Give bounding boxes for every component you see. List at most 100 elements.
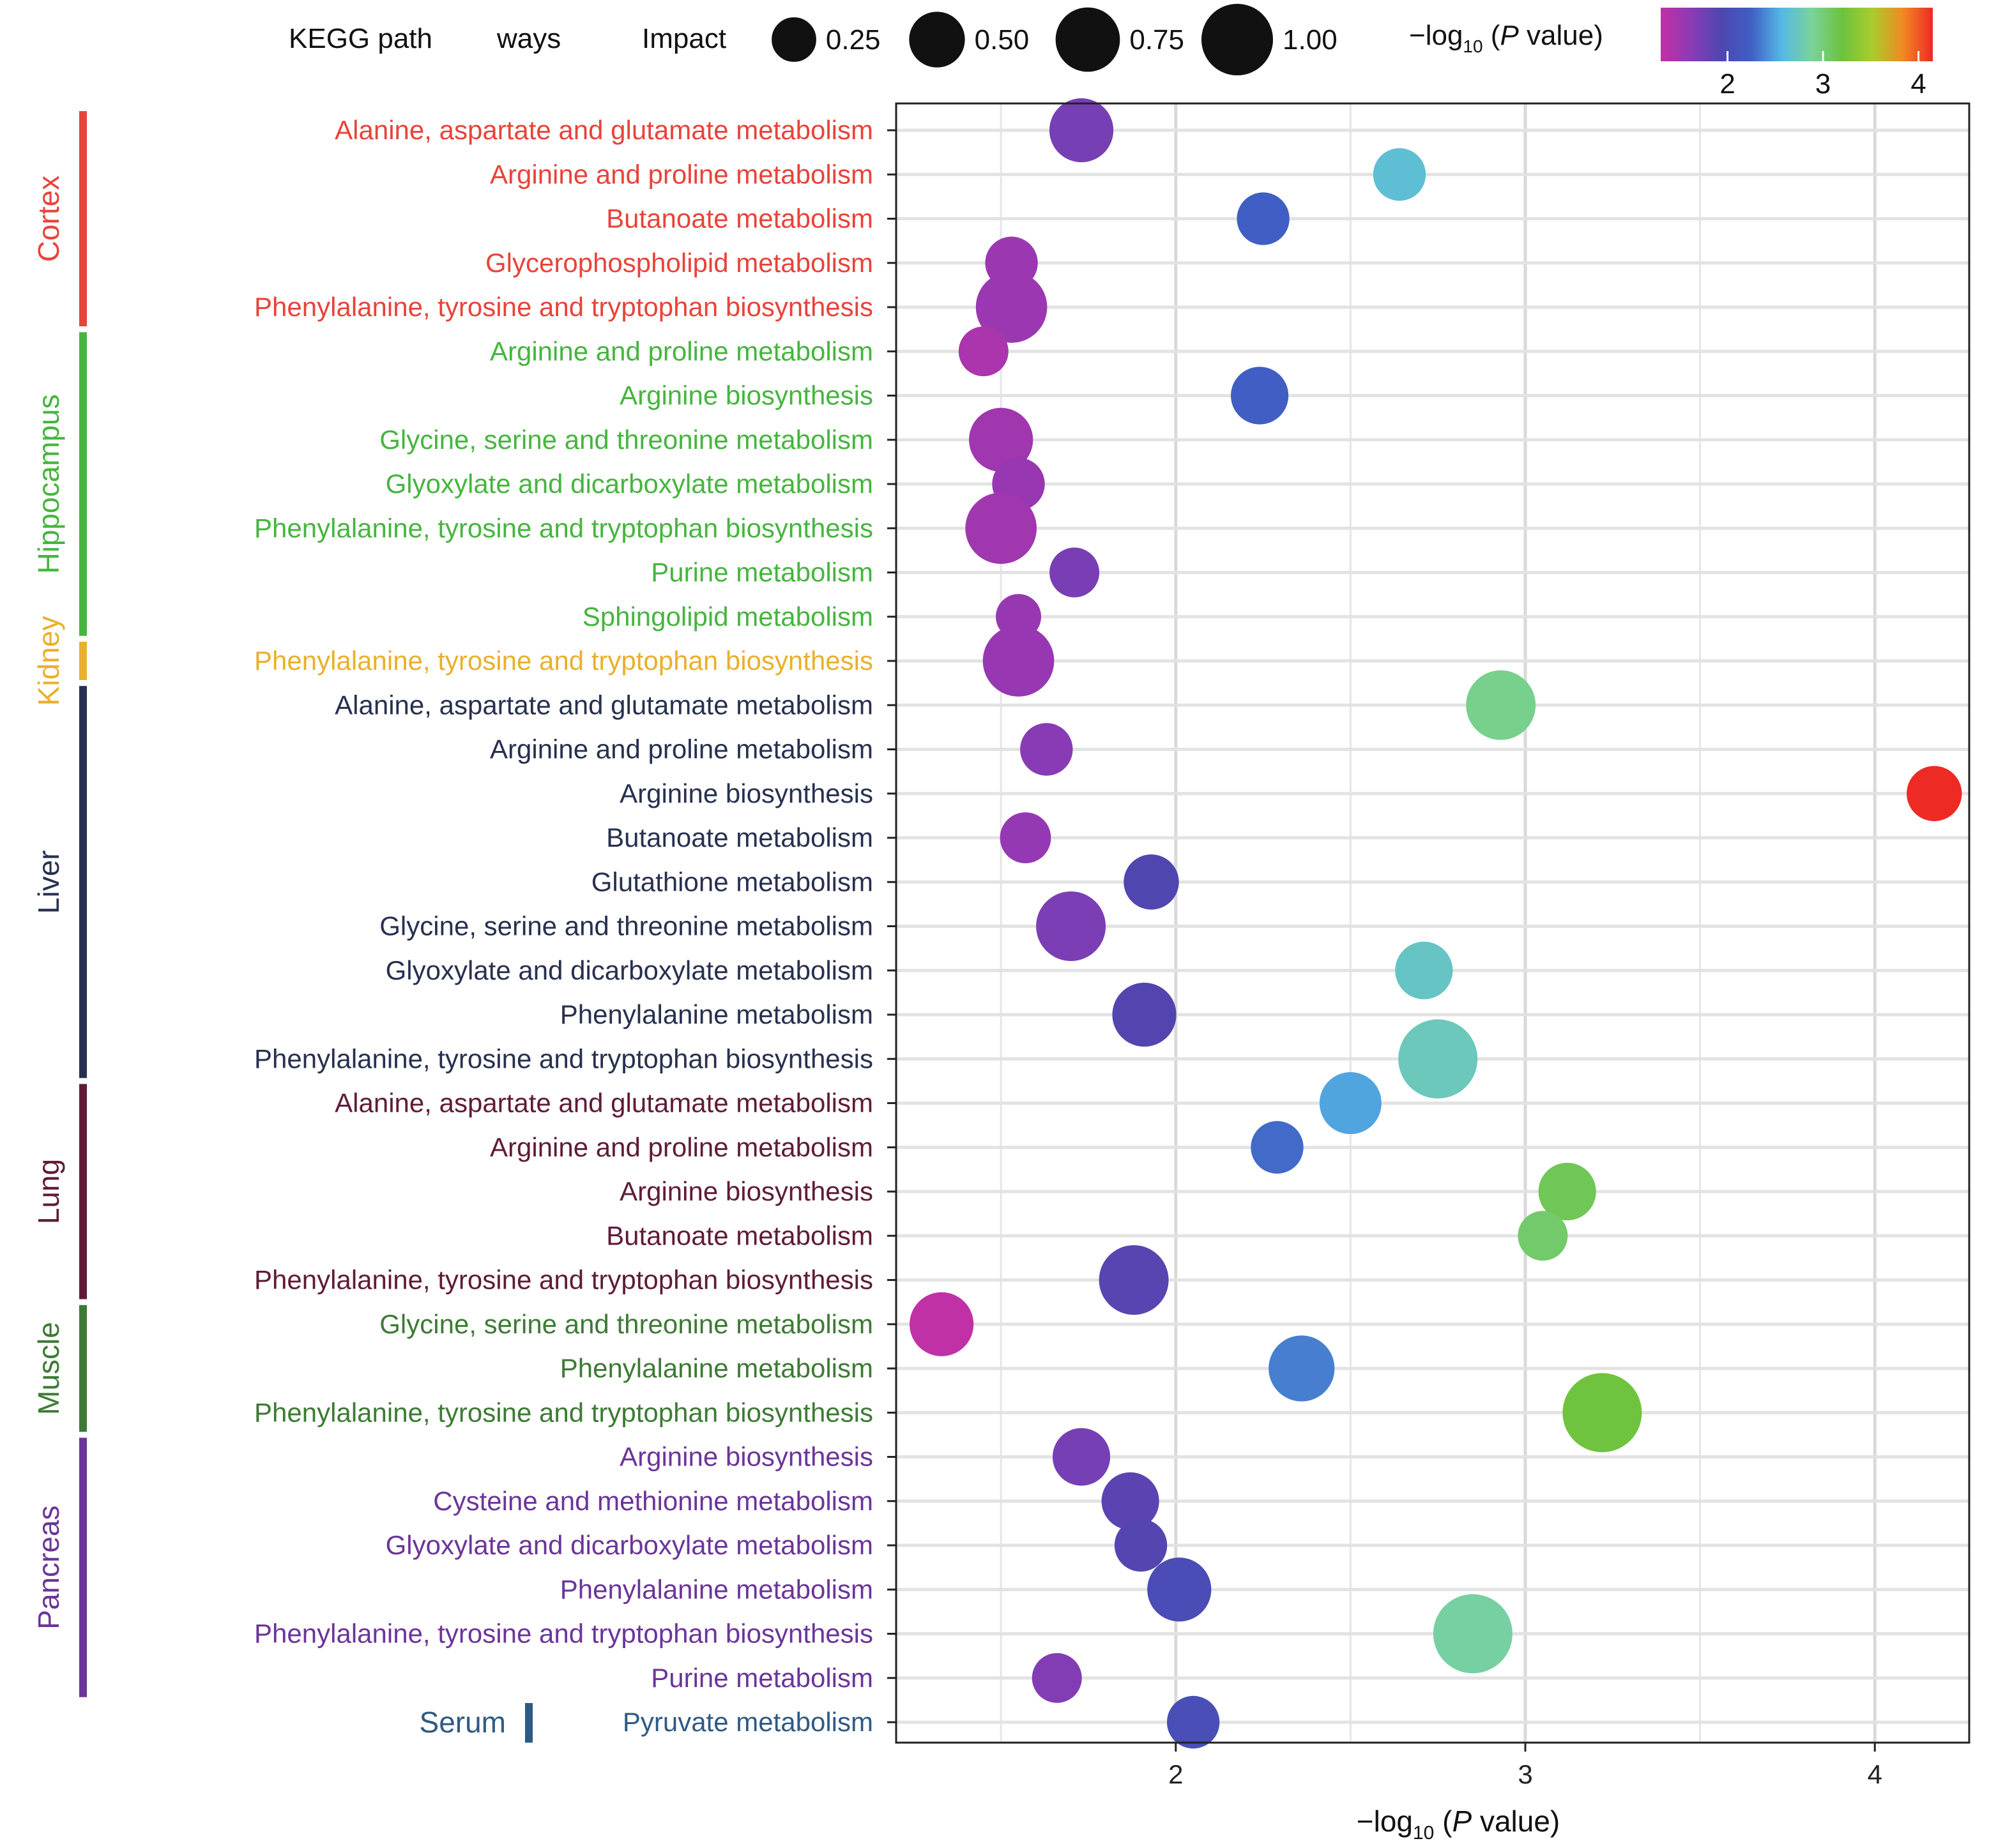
pathway-label: Phenylalanine metabolism xyxy=(560,999,873,1029)
pathway-label: Alanine, aspartate and glutamate metabol… xyxy=(335,115,873,145)
data-point xyxy=(1049,98,1114,163)
color-scale-tick-label: 2 xyxy=(1719,68,1735,100)
pathway-label: Sphingolipid metabolism xyxy=(583,602,873,632)
pathway-label: Arginine and proline metabolism xyxy=(490,1132,873,1162)
pathway-label: Pyruvate metabolism xyxy=(623,1707,873,1737)
data-point xyxy=(965,492,1037,564)
pathway-label: Phenylalanine, tyrosine and tryptophan b… xyxy=(254,292,873,322)
x-axis-title: −log10 (P value) xyxy=(1357,1805,1560,1844)
data-point xyxy=(1237,192,1290,245)
plot-grid xyxy=(896,103,1969,1743)
color-scale-bar xyxy=(1661,8,1933,61)
pathway-label: Arginine biosynthesis xyxy=(620,778,873,808)
legend: KEGG path ways Impact 0.25 0.50 0.75 1.00 −… xyxy=(289,2,1933,100)
pathway-label: Phenylalanine, tyrosine and tryptophan b… xyxy=(254,1265,873,1295)
pathway-label: Glycine, serine and threonine metabolism xyxy=(379,425,873,455)
data-point xyxy=(1398,1019,1478,1099)
data-point xyxy=(1112,982,1177,1047)
color-scale-tick-label: 3 xyxy=(1815,68,1831,100)
pathway-label: Butanoate metabolism xyxy=(606,204,873,234)
data-point xyxy=(1231,367,1289,425)
data-point xyxy=(1000,812,1051,863)
group-label: Liver xyxy=(32,850,65,914)
pathway-label: Phenylalanine, tyrosine and tryptophan b… xyxy=(254,513,873,543)
group-label: Kidney xyxy=(32,616,65,706)
plot-frame xyxy=(895,102,1970,1744)
group-bar xyxy=(79,1437,87,1697)
pathway-label: Glutathione metabolism xyxy=(591,867,873,897)
pathway-label: Arginine biosynthesis xyxy=(620,1442,873,1472)
impact-legend-value: 0.75 xyxy=(1129,24,1184,56)
data-point xyxy=(982,625,1055,697)
pathway-label: Glyoxylate and dicarboxylate metabolism xyxy=(386,1530,873,1560)
data-point xyxy=(1052,1428,1111,1486)
pathway-label: Alanine, aspartate and glutamate metabol… xyxy=(335,690,873,720)
pathway-label: Glycerophospholipid metabolism xyxy=(485,248,873,278)
data-point xyxy=(1373,148,1426,201)
group-bar xyxy=(79,111,87,326)
pathway-label: Arginine and proline metabolism xyxy=(490,734,873,764)
data-point xyxy=(1147,1557,1212,1622)
tissue-groups: Cortex Hippocampus Kidney Liver Lung Muscle Pa… xyxy=(32,111,533,1743)
data-point xyxy=(1114,1519,1168,1572)
group-label: Hippocampus xyxy=(32,394,65,573)
pathway-label: Arginine and proline metabolism xyxy=(490,336,873,366)
data-point xyxy=(1269,1335,1335,1402)
data-point xyxy=(1562,1373,1642,1453)
data-point xyxy=(958,326,1009,377)
pathway-label: Phenylalanine, tyrosine and tryptophan b… xyxy=(254,646,873,676)
pathway-label: Arginine biosynthesis xyxy=(620,381,873,411)
impact-legend-circle xyxy=(1054,6,1122,73)
pathway-label: Alanine, aspartate and glutamate metabol… xyxy=(335,1088,873,1118)
group-bar xyxy=(79,332,87,636)
pathway-label: Arginine biosynthesis xyxy=(620,1176,873,1206)
pathway-label: Glyoxylate and dicarboxylate metabolism xyxy=(386,469,873,499)
data-point xyxy=(1099,1245,1169,1315)
data-points xyxy=(910,98,1962,1749)
data-point xyxy=(975,271,1048,343)
data-point xyxy=(1518,1211,1568,1261)
group-bar xyxy=(79,1305,87,1432)
color-legend-title: −log10 (P value) xyxy=(1409,20,1603,56)
impact-legend-circle xyxy=(1200,2,1275,77)
x-axis: 2 3 4 xyxy=(1168,1743,1882,1789)
group-label: Cortex xyxy=(32,176,65,262)
data-point xyxy=(1036,891,1106,961)
group-label: Serum xyxy=(420,1706,506,1739)
impact-legend-label: Impact xyxy=(642,23,726,54)
pathway-label: Phenylalanine metabolism xyxy=(560,1574,873,1604)
x-tick-label: 2 xyxy=(1168,1759,1183,1789)
data-point xyxy=(1907,766,1962,821)
data-point xyxy=(1166,1695,1220,1749)
pathway-label: Phenylalanine, tyrosine and tryptophan b… xyxy=(254,1619,873,1649)
group-label: Pancreas xyxy=(32,1505,65,1629)
data-point xyxy=(1538,1162,1596,1221)
pathway-label: Arginine and proline metabolism xyxy=(490,159,873,189)
data-point xyxy=(1433,1594,1513,1674)
impact-legend-value: 1.00 xyxy=(1283,24,1338,56)
pathway-label: Phenylalanine, tyrosine and tryptophan b… xyxy=(254,1043,873,1073)
impact-legend-circle xyxy=(908,10,966,69)
pathway-label: Phenylalanine metabolism xyxy=(560,1353,873,1383)
pathway-label: Purine metabolism xyxy=(651,557,873,587)
group-bar xyxy=(79,642,87,680)
data-point xyxy=(1319,1072,1382,1135)
data-point xyxy=(1032,1653,1082,1703)
color-scale-tick-label: 4 xyxy=(1910,68,1926,100)
row-labels: Alanine, aspartate and glutamate metabol… xyxy=(254,115,896,1737)
pathway-label: Glycine, serine and threonine metabolism xyxy=(379,1309,873,1339)
data-point xyxy=(1466,670,1536,740)
data-point xyxy=(1020,723,1073,776)
impact-size-legend: 0.25 0.50 0.75 1.00 xyxy=(770,2,1338,77)
pathway-label: Cysteine and methionine metabolism xyxy=(433,1486,873,1516)
group-label: Lung xyxy=(32,1159,65,1224)
impact-legend-value: 0.50 xyxy=(975,24,1030,56)
data-point xyxy=(969,407,1033,472)
data-point xyxy=(1251,1121,1304,1174)
pathway-label: Glycine, serine and threonine metabolism xyxy=(379,911,873,941)
group-bar xyxy=(79,686,87,1079)
data-point xyxy=(1124,854,1179,910)
data-point xyxy=(1049,547,1100,598)
pathway-label: Phenylalanine, tyrosine and tryptophan b… xyxy=(254,1397,873,1427)
